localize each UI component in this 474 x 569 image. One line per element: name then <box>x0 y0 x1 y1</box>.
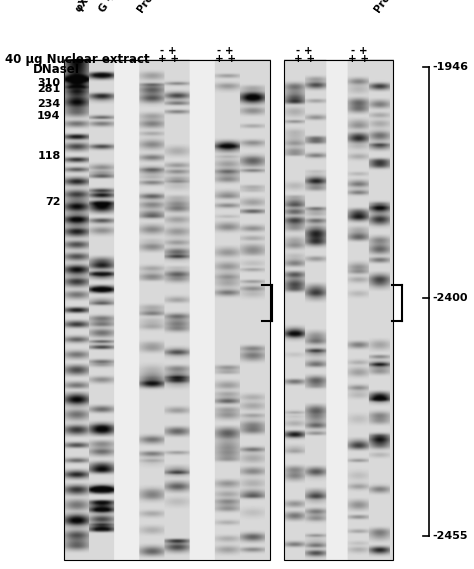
Text: - +: - + <box>296 46 313 56</box>
Text: -2455: -2455 <box>432 531 468 541</box>
Text: 194: 194 <box>37 111 61 121</box>
Text: + +: + + <box>158 54 179 64</box>
Text: 118: 118 <box>37 151 61 161</box>
Text: + +: + + <box>215 54 236 64</box>
Text: -1946: -1946 <box>432 62 468 72</box>
Text: + +: + + <box>348 54 369 64</box>
Text: 281: 281 <box>37 84 61 94</box>
Text: - +: - + <box>160 46 177 56</box>
Text: 234: 234 <box>37 98 61 109</box>
Text: - +: - + <box>217 46 234 56</box>
Text: 310: 310 <box>37 77 61 88</box>
Text: Probe: Probe <box>135 0 163 14</box>
Bar <box>284 60 393 560</box>
Text: 40 μg Nuclear extract: 40 μg Nuclear extract <box>5 53 149 66</box>
Text: G + A: G + A <box>97 0 124 14</box>
Text: Probe: Probe <box>372 0 400 14</box>
Text: DNaseI: DNaseI <box>33 63 80 76</box>
Bar <box>64 60 270 560</box>
Text: φX174RF: φX174RF <box>73 0 112 14</box>
Text: 72: 72 <box>45 197 61 207</box>
Text: - +: - + <box>350 46 367 56</box>
Text: + +: + + <box>294 54 315 64</box>
Text: -2400: -2400 <box>432 293 468 303</box>
